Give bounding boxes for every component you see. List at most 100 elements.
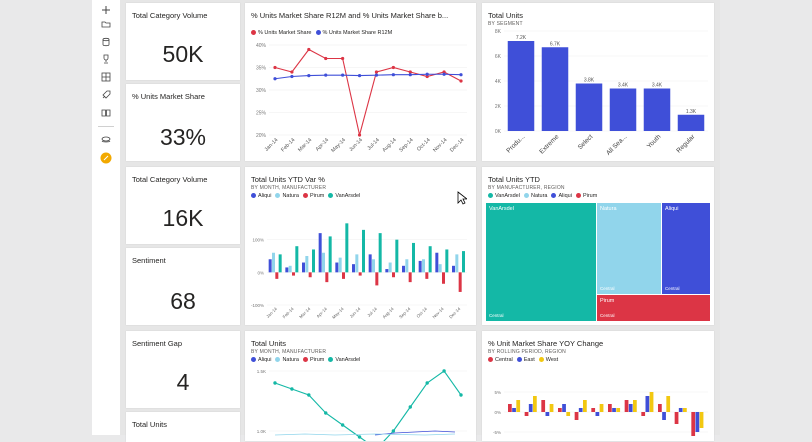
bar bbox=[558, 408, 562, 412]
x-tick-label: Mar-14 bbox=[297, 137, 313, 153]
apps-icon[interactable] bbox=[100, 71, 112, 83]
bar bbox=[352, 264, 355, 273]
y-tick-label: 6K bbox=[495, 54, 502, 60]
cell-sublabel: Central bbox=[665, 286, 680, 291]
chart-legend: Aliqui Natura Pirum VanArsdel bbox=[251, 193, 360, 199]
data-point bbox=[357, 133, 362, 137]
x-tick-label: Select bbox=[577, 133, 595, 151]
bar bbox=[328, 236, 332, 273]
folder-icon[interactable] bbox=[100, 18, 112, 30]
chart-subtitle: BY MONTH, MANUFACTURER bbox=[251, 185, 327, 191]
bar bbox=[583, 400, 587, 412]
ytd-var-chart-tile[interactable]: Total Units YTD Var % BY MONTH, MANUFACT… bbox=[245, 167, 476, 325]
data-point bbox=[341, 73, 345, 77]
x-tick-label: Jun-14 bbox=[348, 137, 364, 153]
pen-icon[interactable] bbox=[100, 152, 112, 164]
bar bbox=[275, 272, 279, 279]
cell-label: Natura bbox=[600, 206, 617, 212]
rocket-icon[interactable] bbox=[100, 89, 112, 101]
y-tick-label: 5% bbox=[494, 390, 501, 395]
bar bbox=[462, 251, 465, 273]
data-point bbox=[408, 70, 412, 74]
kpi-value: 16K bbox=[162, 205, 204, 231]
cell-sublabel: Central bbox=[489, 313, 504, 318]
total-units-line-tile[interactable]: Total Units BY MONTH, MANUFACTURER Aliqu… bbox=[245, 331, 476, 441]
kpi-tile-units-market-share[interactable]: % Units Market Share 33% bbox=[126, 84, 240, 161]
ytd-bar-plot: 100% 0% -100%Jan-14 Feb-14 Mar-14 Apr-14 May-1… bbox=[251, 223, 467, 320]
cell-sublabel: Central bbox=[600, 313, 615, 318]
data-point bbox=[459, 393, 463, 397]
bar bbox=[308, 272, 312, 278]
treemap-cell-vanarsdel[interactable]: VanArsdel Central bbox=[486, 203, 596, 321]
yoy-change-tile[interactable]: % Unit Market Share YOY Change BY ROLLIN… bbox=[482, 331, 714, 441]
plus-icon[interactable] bbox=[100, 4, 112, 16]
x-tick-label: May-14 bbox=[330, 137, 347, 154]
legend-item: VanArsdel bbox=[328, 193, 360, 199]
bar bbox=[278, 254, 282, 273]
data-point bbox=[391, 65, 395, 70]
legend-item: VanArsdel bbox=[488, 193, 520, 199]
bar bbox=[378, 233, 382, 273]
treemap-cell-natura[interactable]: Natura Central bbox=[597, 203, 661, 294]
chart-subtitle: BY SEGMENT bbox=[488, 21, 523, 27]
x-tick-label: Apr-14 bbox=[315, 137, 331, 153]
bar bbox=[624, 400, 629, 412]
kpi-tile-total-category-volume-2[interactable]: Total Category Volume 16K bbox=[126, 167, 240, 244]
series-line bbox=[274, 73, 462, 80]
data-point bbox=[307, 47, 311, 52]
x-tick-label: Dec-14 bbox=[448, 306, 462, 320]
bar bbox=[649, 392, 654, 412]
bar bbox=[455, 254, 459, 273]
bar bbox=[422, 259, 425, 273]
kpi-tile-total-category-volume[interactable]: Total Category Volume 50K bbox=[126, 3, 240, 80]
bar bbox=[342, 272, 345, 279]
legend-item: Natura bbox=[275, 193, 299, 199]
kpi-tile-total-units[interactable]: Total Units bbox=[126, 412, 240, 442]
bar bbox=[392, 272, 395, 278]
data-label: 1.3K bbox=[686, 109, 697, 115]
bar bbox=[507, 41, 535, 131]
bar bbox=[595, 412, 600, 416]
data-point bbox=[340, 423, 345, 427]
treemap-cell-pirum[interactable]: Pirum Central bbox=[597, 295, 710, 321]
y-tick-label: 0% bbox=[257, 270, 264, 275]
bar bbox=[612, 408, 616, 412]
x-tick-label: Sep-14 bbox=[398, 137, 414, 153]
bar bbox=[658, 404, 662, 412]
chart-title: % Unit Market Share YOY Change bbox=[488, 339, 604, 348]
cell-label: Aliqui bbox=[665, 206, 679, 212]
database-icon[interactable] bbox=[100, 36, 112, 48]
x-tick-label: Feb-14 bbox=[282, 306, 296, 320]
data-point bbox=[425, 72, 429, 76]
kpi-tile-sentiment-gap[interactable]: Sentiment Gap 4 bbox=[126, 331, 240, 408]
y-tick-label: 35% bbox=[256, 66, 267, 72]
bar bbox=[402, 265, 405, 273]
total-units-segment-tile[interactable]: Total Units BY SEGMENT 0K 2K 4K 6K 8K 7.2K Pro… bbox=[482, 3, 714, 161]
trophy-icon[interactable] bbox=[100, 53, 112, 65]
data-point bbox=[290, 70, 294, 74]
bar bbox=[609, 88, 637, 131]
kpi-tile-sentiment[interactable]: Sentiment 68 bbox=[126, 248, 240, 325]
data-point bbox=[307, 393, 311, 397]
chart-legend: Aliqui Natura Pirum VanArsdel bbox=[251, 357, 360, 363]
chart-legend: % Units Market Share % Units Market Shar… bbox=[251, 30, 392, 36]
bar bbox=[683, 408, 687, 412]
chart-subtitle: BY MONTH, MANUFACTURER bbox=[251, 349, 327, 355]
data-point bbox=[391, 73, 395, 77]
bar bbox=[678, 408, 683, 412]
bar bbox=[452, 265, 455, 273]
chart-title: Total Units YTD Var % bbox=[251, 175, 325, 184]
market-share-line-chart-tile[interactable]: % Units Market Share R12M and % Units Ma… bbox=[245, 3, 476, 161]
treemap-cell-aliqui[interactable]: Aliqui Central bbox=[662, 203, 710, 294]
kpi-value: 68 bbox=[170, 288, 196, 314]
data-point bbox=[290, 74, 294, 79]
chart-title: Total Units YTD bbox=[488, 175, 540, 184]
chart-title: % Units Market Share R12M and % Units Ma… bbox=[251, 11, 449, 20]
bar bbox=[549, 404, 554, 412]
bar bbox=[458, 272, 462, 292]
legend-item: West bbox=[538, 357, 558, 363]
layers-icon[interactable] bbox=[100, 134, 112, 146]
book-icon[interactable] bbox=[100, 107, 112, 119]
kpi-value: 50K bbox=[162, 41, 204, 67]
treemap-tile[interactable]: Total Units YTD BY MANUFACTURER, REGION … bbox=[482, 167, 714, 325]
